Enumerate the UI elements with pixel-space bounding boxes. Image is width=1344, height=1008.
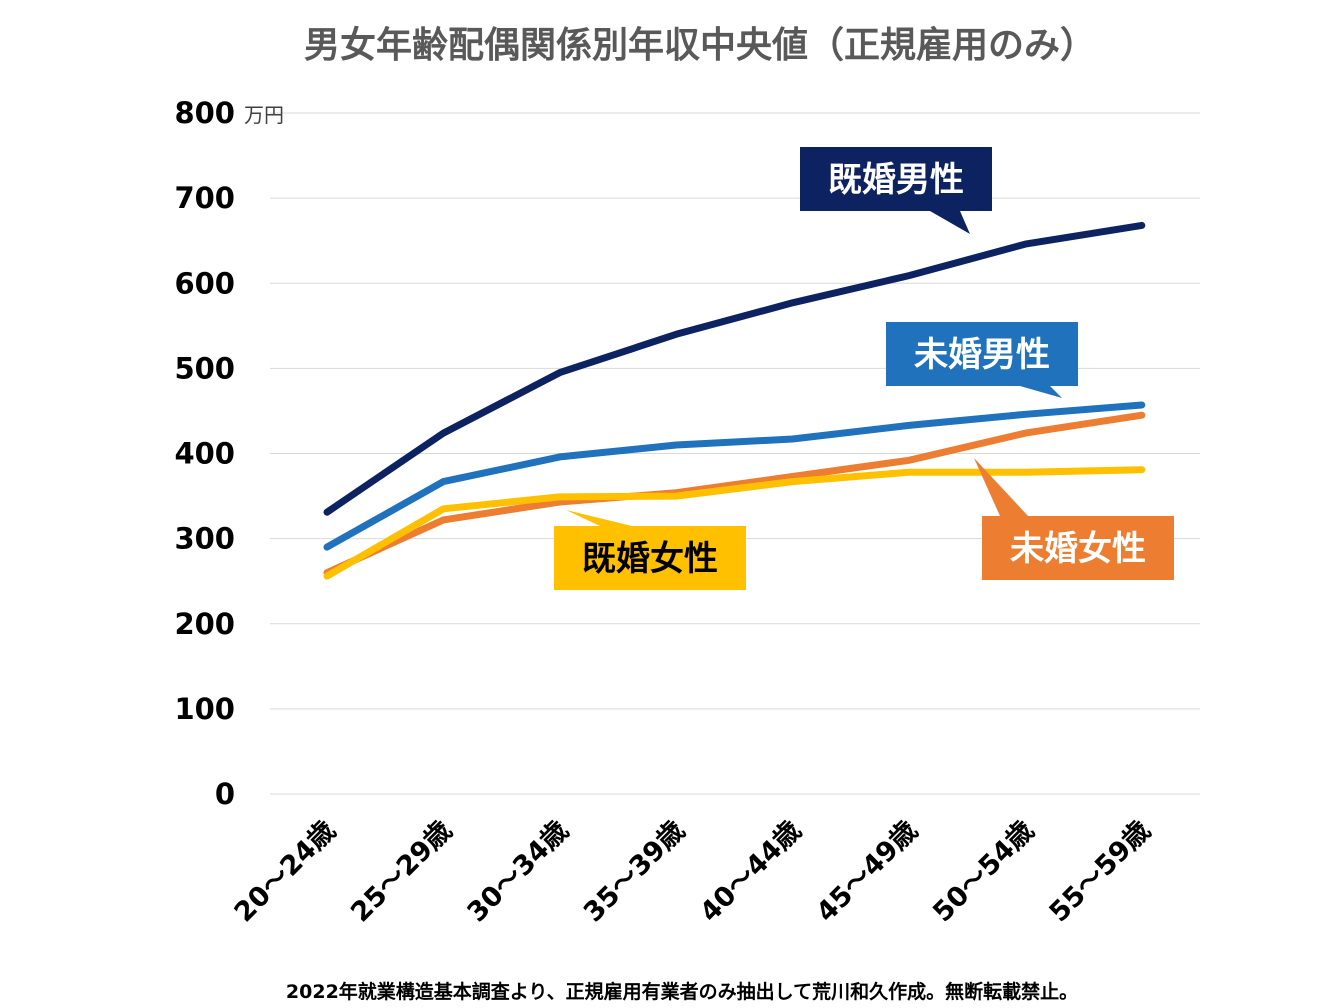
series-label: 未婚女性 bbox=[1010, 529, 1146, 569]
y-tick-label: 600 bbox=[174, 266, 235, 300]
x-tick-label: 20～24歳 bbox=[229, 815, 342, 928]
callout-box bbox=[886, 322, 1078, 386]
callout-3: 未婚女性 bbox=[974, 458, 1174, 580]
callout-pointer bbox=[974, 458, 1028, 516]
x-tick-label: 45～49歳 bbox=[811, 815, 924, 928]
y-tick-label: 500 bbox=[174, 351, 235, 385]
series-label: 未婚男性 bbox=[914, 335, 1050, 375]
callout-pointer bbox=[566, 510, 632, 526]
y-tick-label: 300 bbox=[174, 522, 235, 556]
y-axis-ticks: 0 100 200 300 400 500 600 700 800 bbox=[174, 96, 235, 811]
series-lines bbox=[323, 221, 1146, 580]
y-axis-unit-label: 万円 bbox=[244, 103, 284, 127]
callout-4: 既婚女性 bbox=[554, 510, 746, 590]
y-tick-label: 700 bbox=[174, 181, 235, 215]
x-tick-label: 35～39歳 bbox=[578, 815, 691, 928]
callout-pointer bbox=[930, 211, 970, 234]
y-tick-label: 100 bbox=[174, 692, 235, 726]
y-tick-label: 800 bbox=[174, 96, 235, 130]
x-tick-label: 50～54歳 bbox=[927, 815, 1040, 928]
series-line-1 bbox=[323, 221, 1146, 516]
callout-box bbox=[982, 516, 1174, 580]
series-label: 既婚女性 bbox=[582, 539, 718, 579]
x-tick-label: 55～59歳 bbox=[1044, 815, 1157, 928]
y-tick-label: 0 bbox=[215, 777, 235, 811]
x-tick-label: 30～34歳 bbox=[462, 815, 575, 928]
gridlines bbox=[270, 112, 1200, 795]
callout-1: 既婚男性 bbox=[800, 147, 992, 234]
series-line-2 bbox=[323, 401, 1146, 551]
callout-box bbox=[554, 526, 746, 590]
source-footnote: 2022年就業構造基本調査より、正規雇用有業者のみ抽出して荒川和久作成。無断転載… bbox=[286, 980, 1078, 1003]
x-tick-label: 25～29歳 bbox=[345, 815, 458, 928]
series-label: 既婚男性 bbox=[828, 160, 964, 200]
y-tick-label: 400 bbox=[174, 437, 235, 471]
y-tick-label: 200 bbox=[174, 607, 235, 641]
x-axis-ticks: 20～24歳 25～29歳 30～34歳 35～39歳 40～44歳 45～49歳 50～5… bbox=[229, 815, 1157, 928]
callout-pointer bbox=[1020, 386, 1062, 398]
series-line-3 bbox=[323, 411, 1146, 577]
callout-2: 未婚男性 bbox=[886, 322, 1078, 398]
x-tick-label: 40～44歳 bbox=[694, 815, 807, 928]
chart-title: 男女年齢配偶関係別年収中央値（正規雇用のみ） bbox=[304, 25, 1096, 66]
callout-box bbox=[800, 147, 992, 211]
series-line-4 bbox=[323, 466, 1146, 580]
